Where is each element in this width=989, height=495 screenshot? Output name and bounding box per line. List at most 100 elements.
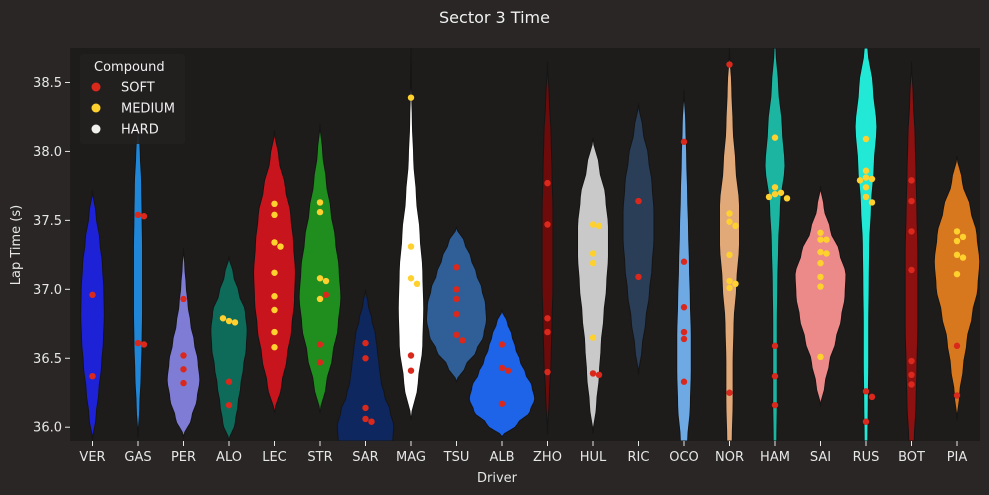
violin-sar: [336, 289, 395, 441]
point-bot-soft: [908, 177, 915, 184]
point-nor-medium: [726, 218, 733, 225]
violins: [80, 48, 980, 441]
y-tick-label: 38.0: [33, 145, 62, 160]
point-nor-medium: [726, 210, 733, 217]
point-alo-medium: [231, 319, 239, 326]
legend-label-soft: SOFT: [121, 81, 155, 96]
legend-marker-hard: [91, 124, 101, 134]
point-sar-soft: [362, 415, 369, 423]
point-alb-soft: [498, 341, 506, 348]
point-rus-medium: [862, 193, 870, 201]
y-axis-title: Lap Time (s): [9, 205, 24, 285]
legend-box: [80, 54, 185, 144]
legend-entries: SOFT MEDIUM HARD: [91, 81, 175, 138]
point-sai-medium: [817, 236, 824, 243]
x-tick-label-nor: NOR: [715, 450, 744, 465]
point-bot-soft: [908, 357, 915, 365]
point-alb-soft: [498, 400, 506, 407]
point-alo-soft: [225, 378, 233, 385]
x-tick-label-oco: OCO: [669, 450, 699, 465]
point-hul-soft: [589, 370, 597, 377]
point-rus-medium: [856, 177, 864, 184]
point-mag-medium: [407, 243, 415, 250]
point-tsu-soft: [453, 286, 460, 293]
violin-pia: [933, 155, 980, 421]
point-lec-medium: [271, 328, 278, 336]
point-rus-medium: [862, 174, 870, 181]
point-mag-soft: [407, 352, 415, 359]
legend-marker-soft: [91, 82, 101, 92]
point-mag-medium: [407, 94, 415, 101]
point-zho-soft: [544, 221, 551, 228]
point-lec-medium: [271, 211, 278, 219]
point-nor-medium: [726, 277, 733, 285]
point-str-medium: [322, 277, 330, 285]
point-alo-soft: [225, 401, 233, 409]
point-alb-soft: [504, 367, 512, 374]
point-alo-medium: [225, 317, 233, 325]
y-tick-label: 36.0: [33, 421, 62, 436]
point-sai-medium: [817, 259, 824, 267]
point-sar-soft: [362, 355, 369, 362]
point-nor-soft: [726, 61, 733, 68]
point-pia-medium: [953, 270, 961, 278]
point-nor-soft: [726, 389, 733, 396]
violin-zho: [541, 61, 554, 435]
violin-nor: [718, 48, 741, 441]
point-lec-medium: [271, 269, 278, 276]
data-points: [89, 61, 967, 425]
x-tick-label-gas: GAS: [124, 450, 151, 465]
point-zho-soft: [544, 368, 551, 376]
y-axis: 36.0 36.5 37.0 37.5 38.0 38.5: [33, 76, 70, 436]
y-tick-label: 37.0: [33, 283, 62, 298]
point-zho-soft: [544, 179, 551, 187]
point-oco-soft: [680, 258, 688, 265]
x-tick-label-alb: ALB: [489, 450, 514, 465]
point-str-medium: [316, 275, 324, 282]
point-hul-medium: [589, 334, 597, 341]
point-tsu-soft: [453, 295, 460, 303]
point-sar-soft: [368, 418, 375, 425]
point-rus-medium: [862, 135, 870, 143]
point-lec-medium: [271, 239, 278, 246]
point-tsu-soft: [459, 337, 466, 344]
x-axis: VER GAS PER ALO LEC STR SAR MAG TSU ALB ZHO HUL RIC O…: [79, 441, 967, 465]
x-tick-label-hul: HUL: [580, 450, 607, 465]
point-rus-soft: [862, 418, 870, 425]
point-sai-medium: [817, 229, 824, 236]
point-str-medium: [316, 208, 324, 216]
point-bot-soft: [908, 266, 915, 274]
point-str-soft: [322, 291, 330, 299]
point-bot-soft: [908, 371, 915, 379]
point-ver-soft: [89, 372, 96, 380]
point-gas-soft: [134, 211, 142, 219]
point-rus-medium: [868, 199, 876, 206]
point-ver-soft: [89, 291, 96, 299]
point-tsu-soft: [453, 331, 460, 339]
point-pia-medium: [959, 254, 967, 261]
x-tick-label-per: PER: [171, 450, 196, 465]
x-tick-label-sar: SAR: [352, 450, 378, 465]
point-oco-soft: [680, 378, 688, 385]
violin-hul: [577, 137, 609, 435]
violin-per: [166, 247, 201, 439]
point-mag-soft: [407, 367, 415, 374]
x-tick-label-ham: HAM: [760, 450, 790, 465]
point-ric-soft: [635, 197, 642, 205]
point-tsu-soft: [453, 264, 460, 271]
x-tick-label-bot: BOT: [898, 450, 925, 465]
point-oco-soft: [680, 304, 688, 311]
point-hul-medium: [589, 250, 597, 257]
point-tsu-soft: [453, 310, 460, 318]
point-sai-medium: [817, 353, 824, 361]
point-per-soft: [180, 366, 187, 373]
point-ham-soft: [771, 342, 779, 350]
point-oco-soft: [680, 328, 688, 336]
point-ham-medium: [771, 190, 779, 198]
point-ham-medium: [765, 193, 773, 201]
x-tick-label-pia: PIA: [947, 450, 968, 465]
point-ham-medium: [783, 195, 791, 202]
x-tick-label-ver: VER: [79, 450, 105, 465]
point-hul-medium: [589, 221, 597, 228]
violin-rus: [854, 48, 878, 441]
